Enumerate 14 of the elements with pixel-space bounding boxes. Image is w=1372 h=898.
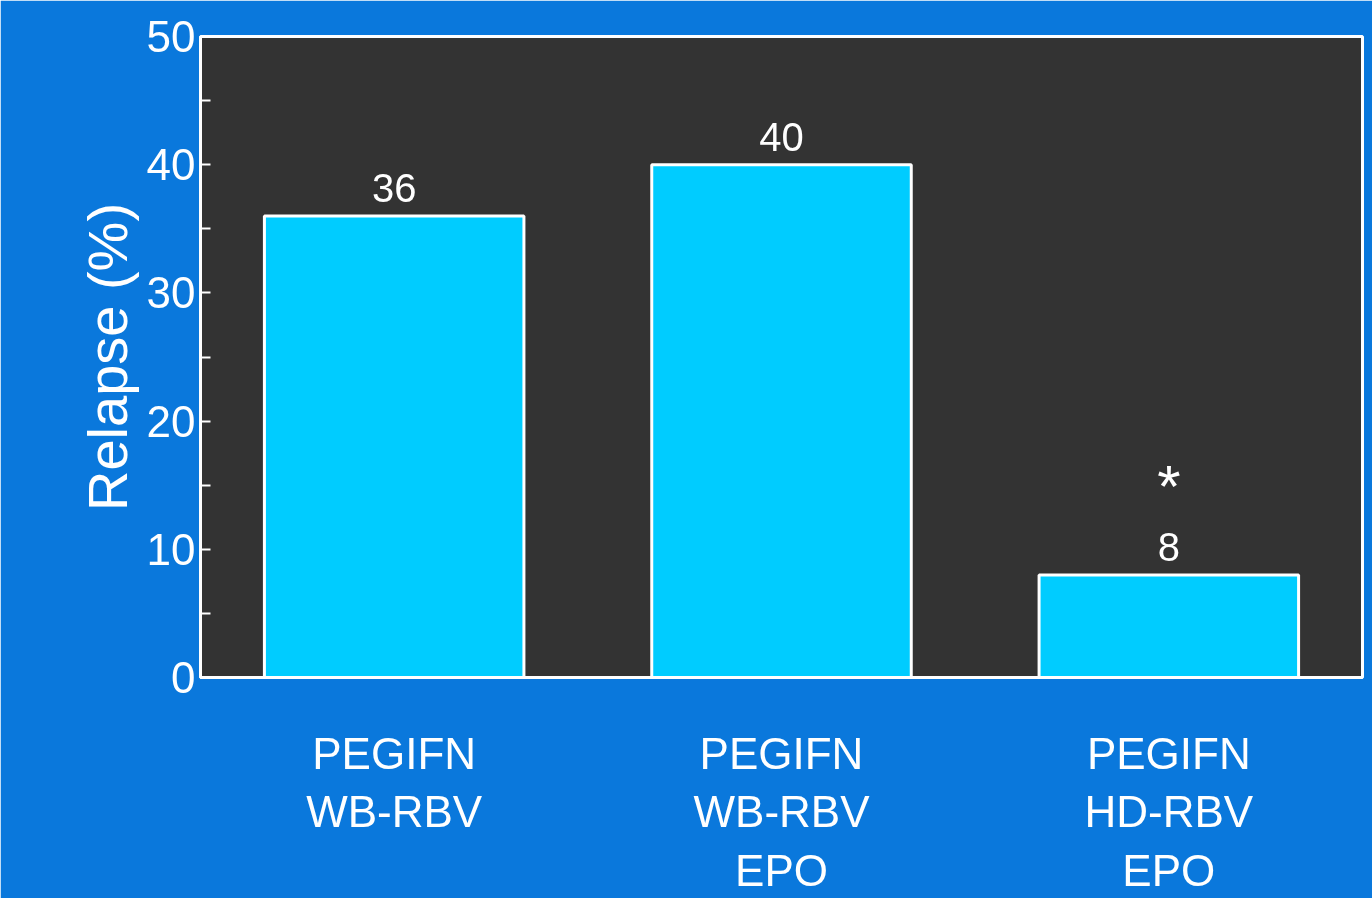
x-tick-label: PEGIFN WB-RBV EPO — [693, 728, 871, 896]
y-tick-label: 40 — [146, 140, 196, 190]
annotation: * — [1157, 452, 1181, 520]
data-label: 40 — [759, 114, 804, 159]
y-tick-label: 50 — [146, 12, 196, 61]
y-tick-label: 30 — [146, 268, 196, 318]
data-label: 8 — [1157, 524, 1180, 569]
y-tick-label: 0 — [171, 653, 196, 702]
y-tick-label: 10 — [146, 524, 196, 574]
y-axis-title: Relapse (%) — [75, 202, 139, 512]
x-tick-label: PEGIFN WB-RBV — [306, 728, 483, 837]
x-tick-label: PEGIFN HD-RBV EPO — [1084, 728, 1254, 896]
data-label: 36 — [371, 165, 417, 210]
y-tick-label: 20 — [146, 396, 196, 446]
